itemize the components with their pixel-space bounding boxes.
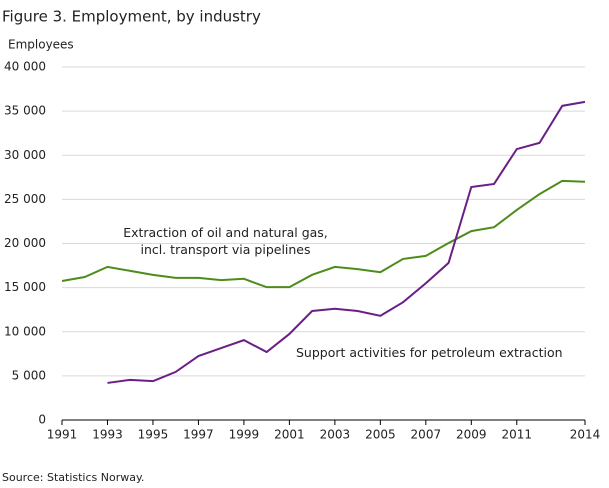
series-label: Extraction of oil and natural gas, incl.… (123, 225, 328, 257)
y-tick-label: 20 000 (4, 236, 46, 250)
series-line (61, 179, 586, 289)
series-line (107, 100, 586, 384)
x-tick-label: 2005 (365, 428, 396, 442)
x-tick-label: 1997 (183, 428, 214, 442)
x-tick-label: 2009 (456, 428, 487, 442)
x-tick-label: 1993 (92, 428, 123, 442)
y-tick-label: 5 000 (12, 368, 46, 382)
y-tick-label: 0 (38, 413, 46, 427)
x-tick-label: 2011 (502, 428, 533, 442)
y-tick-label: 25 000 (4, 192, 46, 206)
x-tick-label: 1995 (138, 428, 169, 442)
x-tick-label: 2001 (274, 428, 305, 442)
series-label: Support activities for petroleum extract… (296, 345, 563, 360)
chart-title: Figure 3. Employment, by industry (2, 8, 261, 26)
x-tick-label: 2003 (320, 428, 351, 442)
source: Source: Statistics Norway. (2, 471, 144, 484)
x-tick-label: 2014 (570, 428, 601, 442)
y-tick-label: 35 000 (4, 104, 46, 118)
y-tick-label: 40 000 (4, 60, 46, 74)
y-tick-label: 10 000 (4, 324, 46, 338)
x-tick-label: 2007 (411, 428, 442, 442)
x-tick-label: 1991 (47, 428, 78, 442)
x-tick-label: 1999 (229, 428, 260, 442)
y-tick-label: 30 000 (4, 148, 46, 162)
y-axis-label: Employees (8, 38, 74, 52)
y-tick-label: 15 000 (4, 280, 46, 294)
